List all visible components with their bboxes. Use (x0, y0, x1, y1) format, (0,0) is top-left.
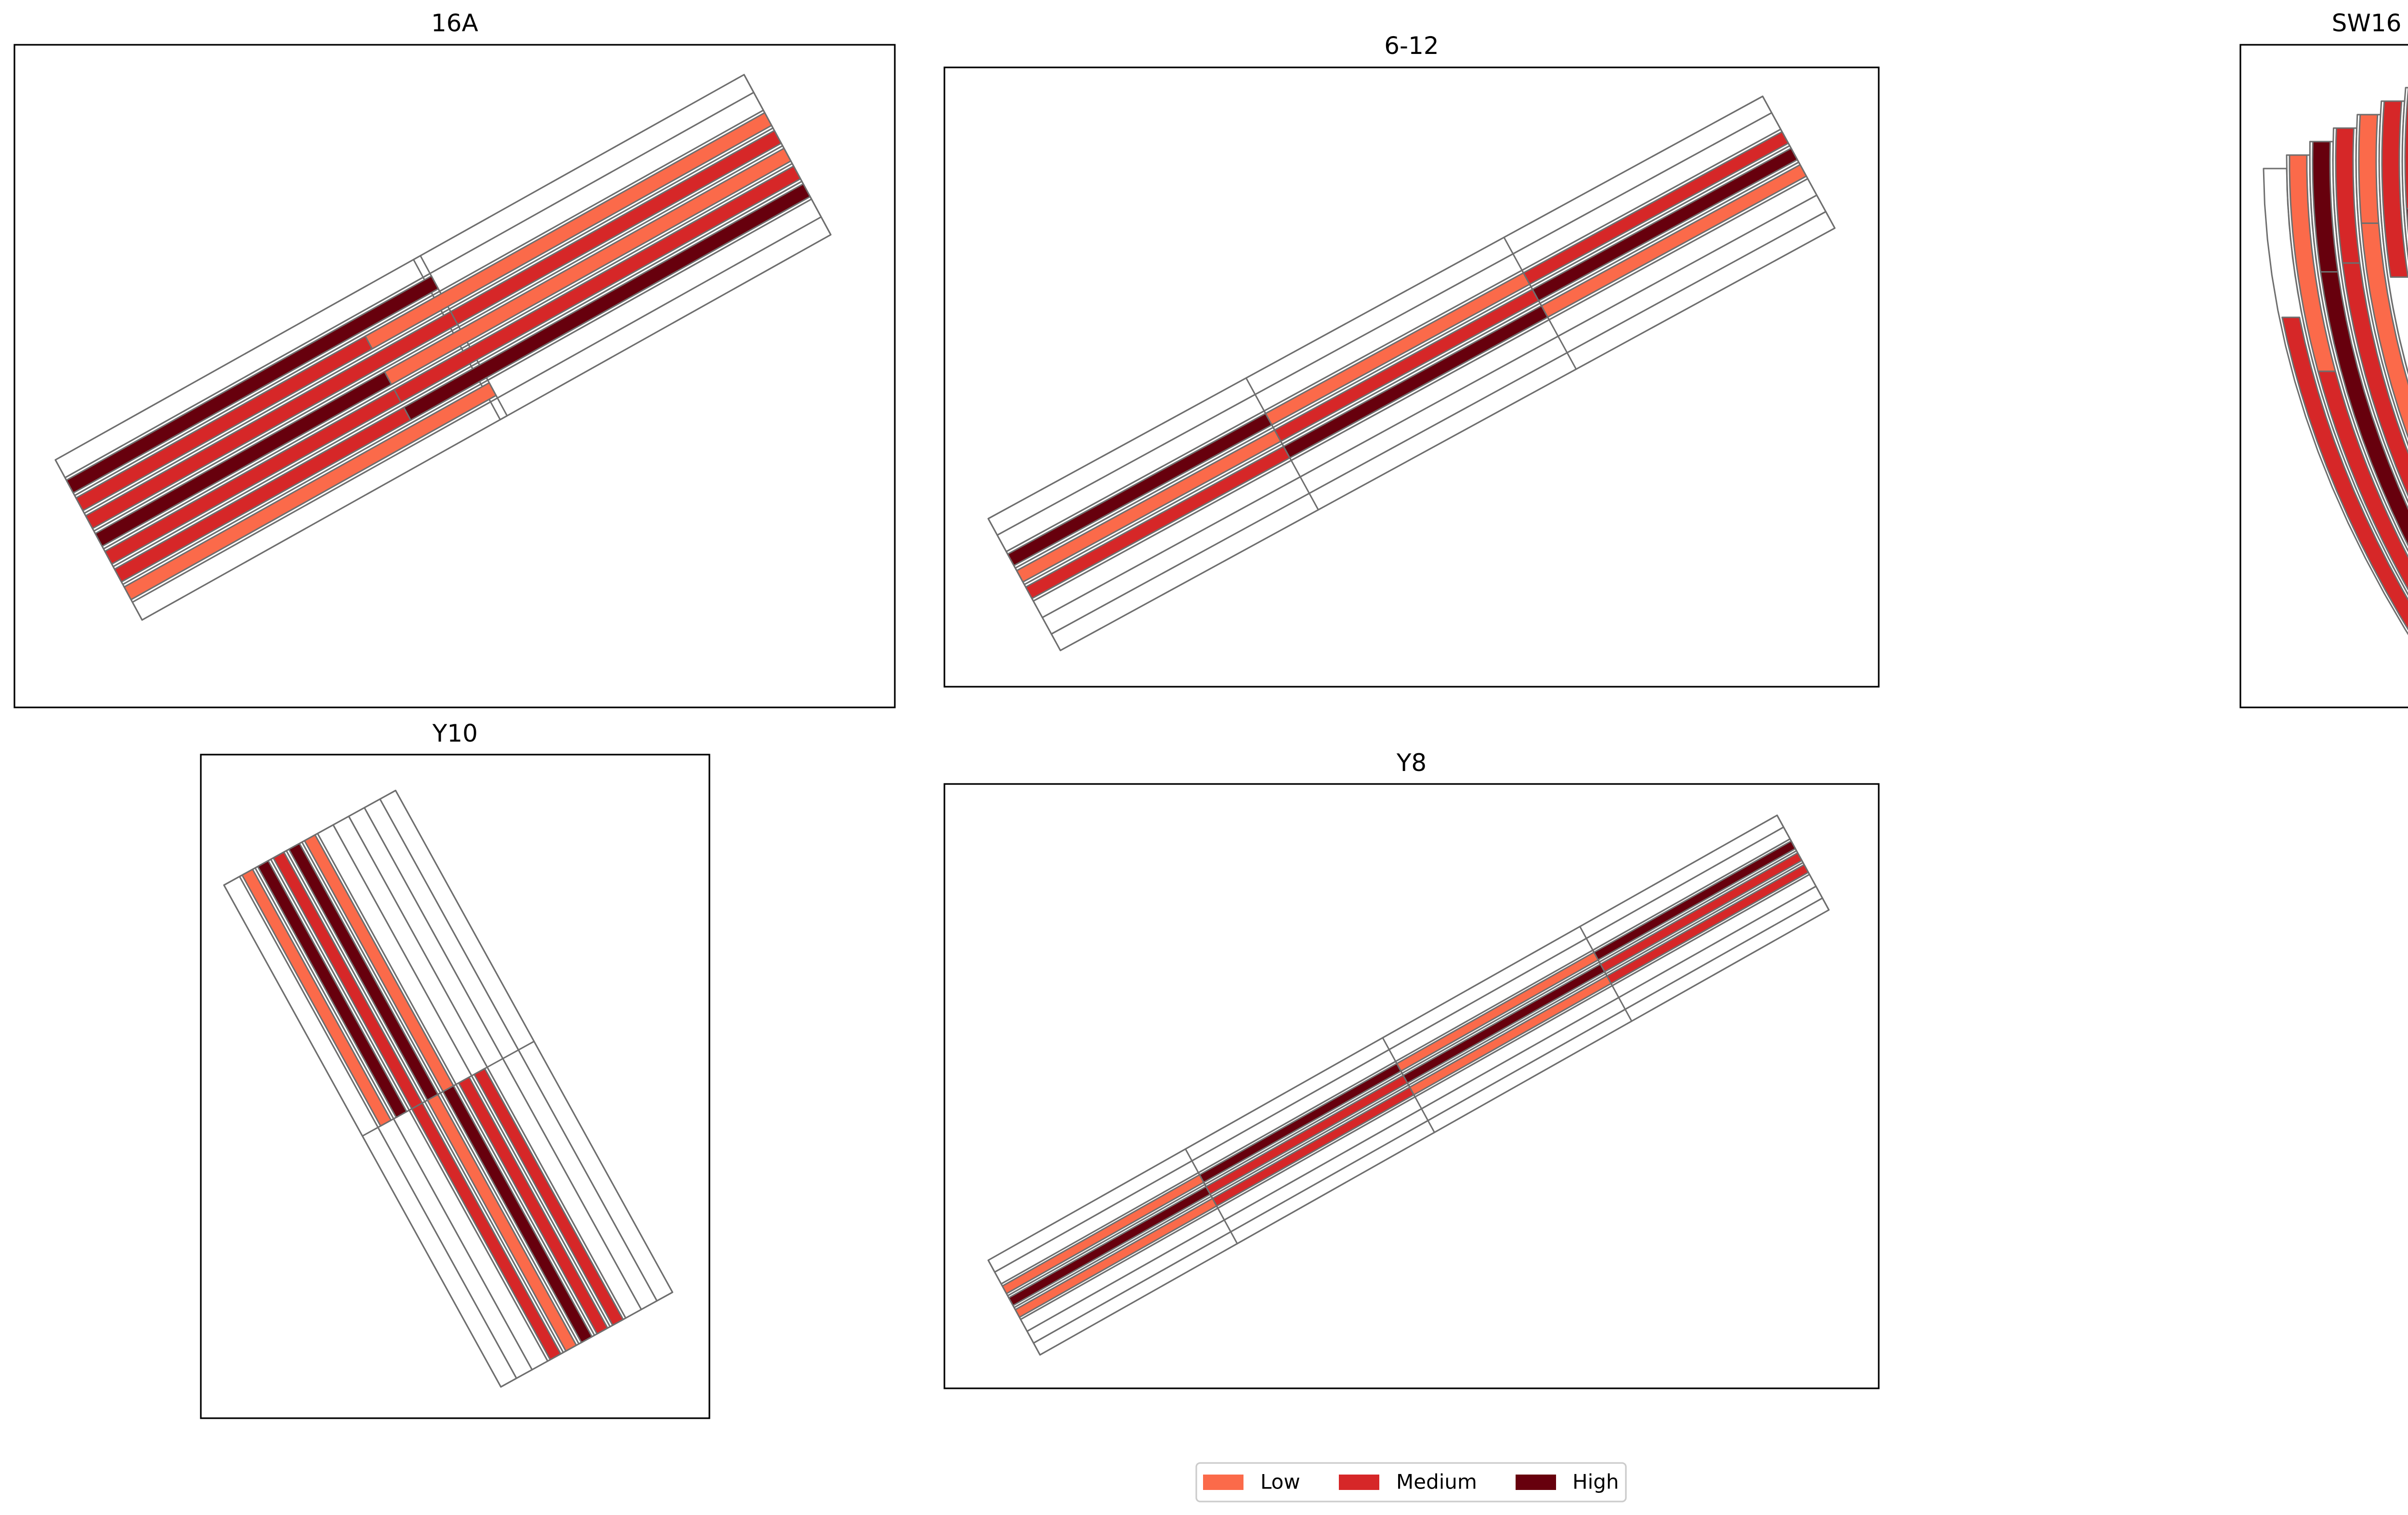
plot-strips-6-12 (987, 95, 1836, 652)
panel-16A-plot-strip (123, 382, 497, 601)
legend-label-low: Low (1260, 1470, 1300, 1494)
panel-Y10-plot-strip (473, 1068, 624, 1326)
panel-6-12-plot-strip (1541, 164, 1807, 318)
panel-Y10-row-outline (379, 790, 673, 1302)
plot-strips-Y10 (223, 790, 673, 1388)
panel-16A-plot-strip (403, 183, 811, 421)
panel-Y8-row-outline (1033, 897, 1830, 1356)
panel-SW16-plot-strip (2317, 370, 2408, 591)
panel-16A-plot-strip (365, 112, 772, 350)
panel-Y10-plot-strip (426, 1094, 577, 1352)
legend: Low Medium High (1195, 1462, 1627, 1502)
legend-swatch-medium (1339, 1475, 1379, 1490)
panel-SW16-plot-strip (2404, 87, 2408, 209)
panel-16A-plot-strip (384, 147, 792, 385)
panel-16A-plot-strip (85, 311, 458, 529)
legend-swatch-high (1516, 1475, 1556, 1490)
plot-strips-SW16 (2263, 87, 2408, 636)
panel-title-16A: 16A (431, 9, 478, 37)
legend-swatch-low (1203, 1475, 1243, 1490)
panel-title-SW16: SW16 (2332, 9, 2402, 37)
panel-16A-plot-strip (65, 275, 439, 494)
panel-Y8-plot-strip (1593, 840, 1796, 961)
panel-SW16-plot-strip (2281, 316, 2408, 631)
legend-frame (1195, 1462, 1627, 1502)
panel-SW16-plot-strip (2360, 222, 2408, 439)
legend-label-high: High (1572, 1470, 1619, 1494)
panel-title-Y8: Y8 (1396, 749, 1426, 777)
panel-6-12-plot-strip (1531, 147, 1798, 301)
panel-SW16-plot-strip (2406, 208, 2408, 236)
legend-label-medium: Medium (1396, 1470, 1477, 1494)
panel-Y10-plot-strip (458, 1076, 609, 1335)
panel-Y8-plot-strip (1599, 852, 1803, 973)
panel-SW16-plot-strip (2342, 262, 2408, 497)
panel-Y10-plot-strip (241, 868, 392, 1127)
panel-Y8-plot-strip (1606, 864, 1809, 984)
panel-SW16-plot-strip (2381, 100, 2408, 278)
panel-16A-row-outline (131, 216, 832, 621)
panel-title-6-12: 6-12 (1384, 32, 1439, 60)
panel-SW16-row-outline (2401, 87, 2408, 262)
panel-Y10-plot-strip (257, 860, 407, 1118)
panel-title-Y10: Y10 (432, 719, 478, 747)
panel-Y10-plot-strip (442, 1085, 593, 1344)
panel-16A-plot-strip (393, 165, 801, 403)
plot-strips-16A (54, 74, 832, 621)
panel-frame-Y10 (200, 754, 710, 1419)
panel-SW16-plot-strip (2358, 114, 2380, 224)
panel-Y10-plot-strip (411, 1102, 562, 1360)
panel-16A-block-divider (413, 255, 508, 420)
panel-SW16-plot-strip (2319, 271, 2408, 547)
panel-6-12-plot-strip (1522, 131, 1789, 285)
plot-strips-Y8 (987, 814, 1830, 1356)
